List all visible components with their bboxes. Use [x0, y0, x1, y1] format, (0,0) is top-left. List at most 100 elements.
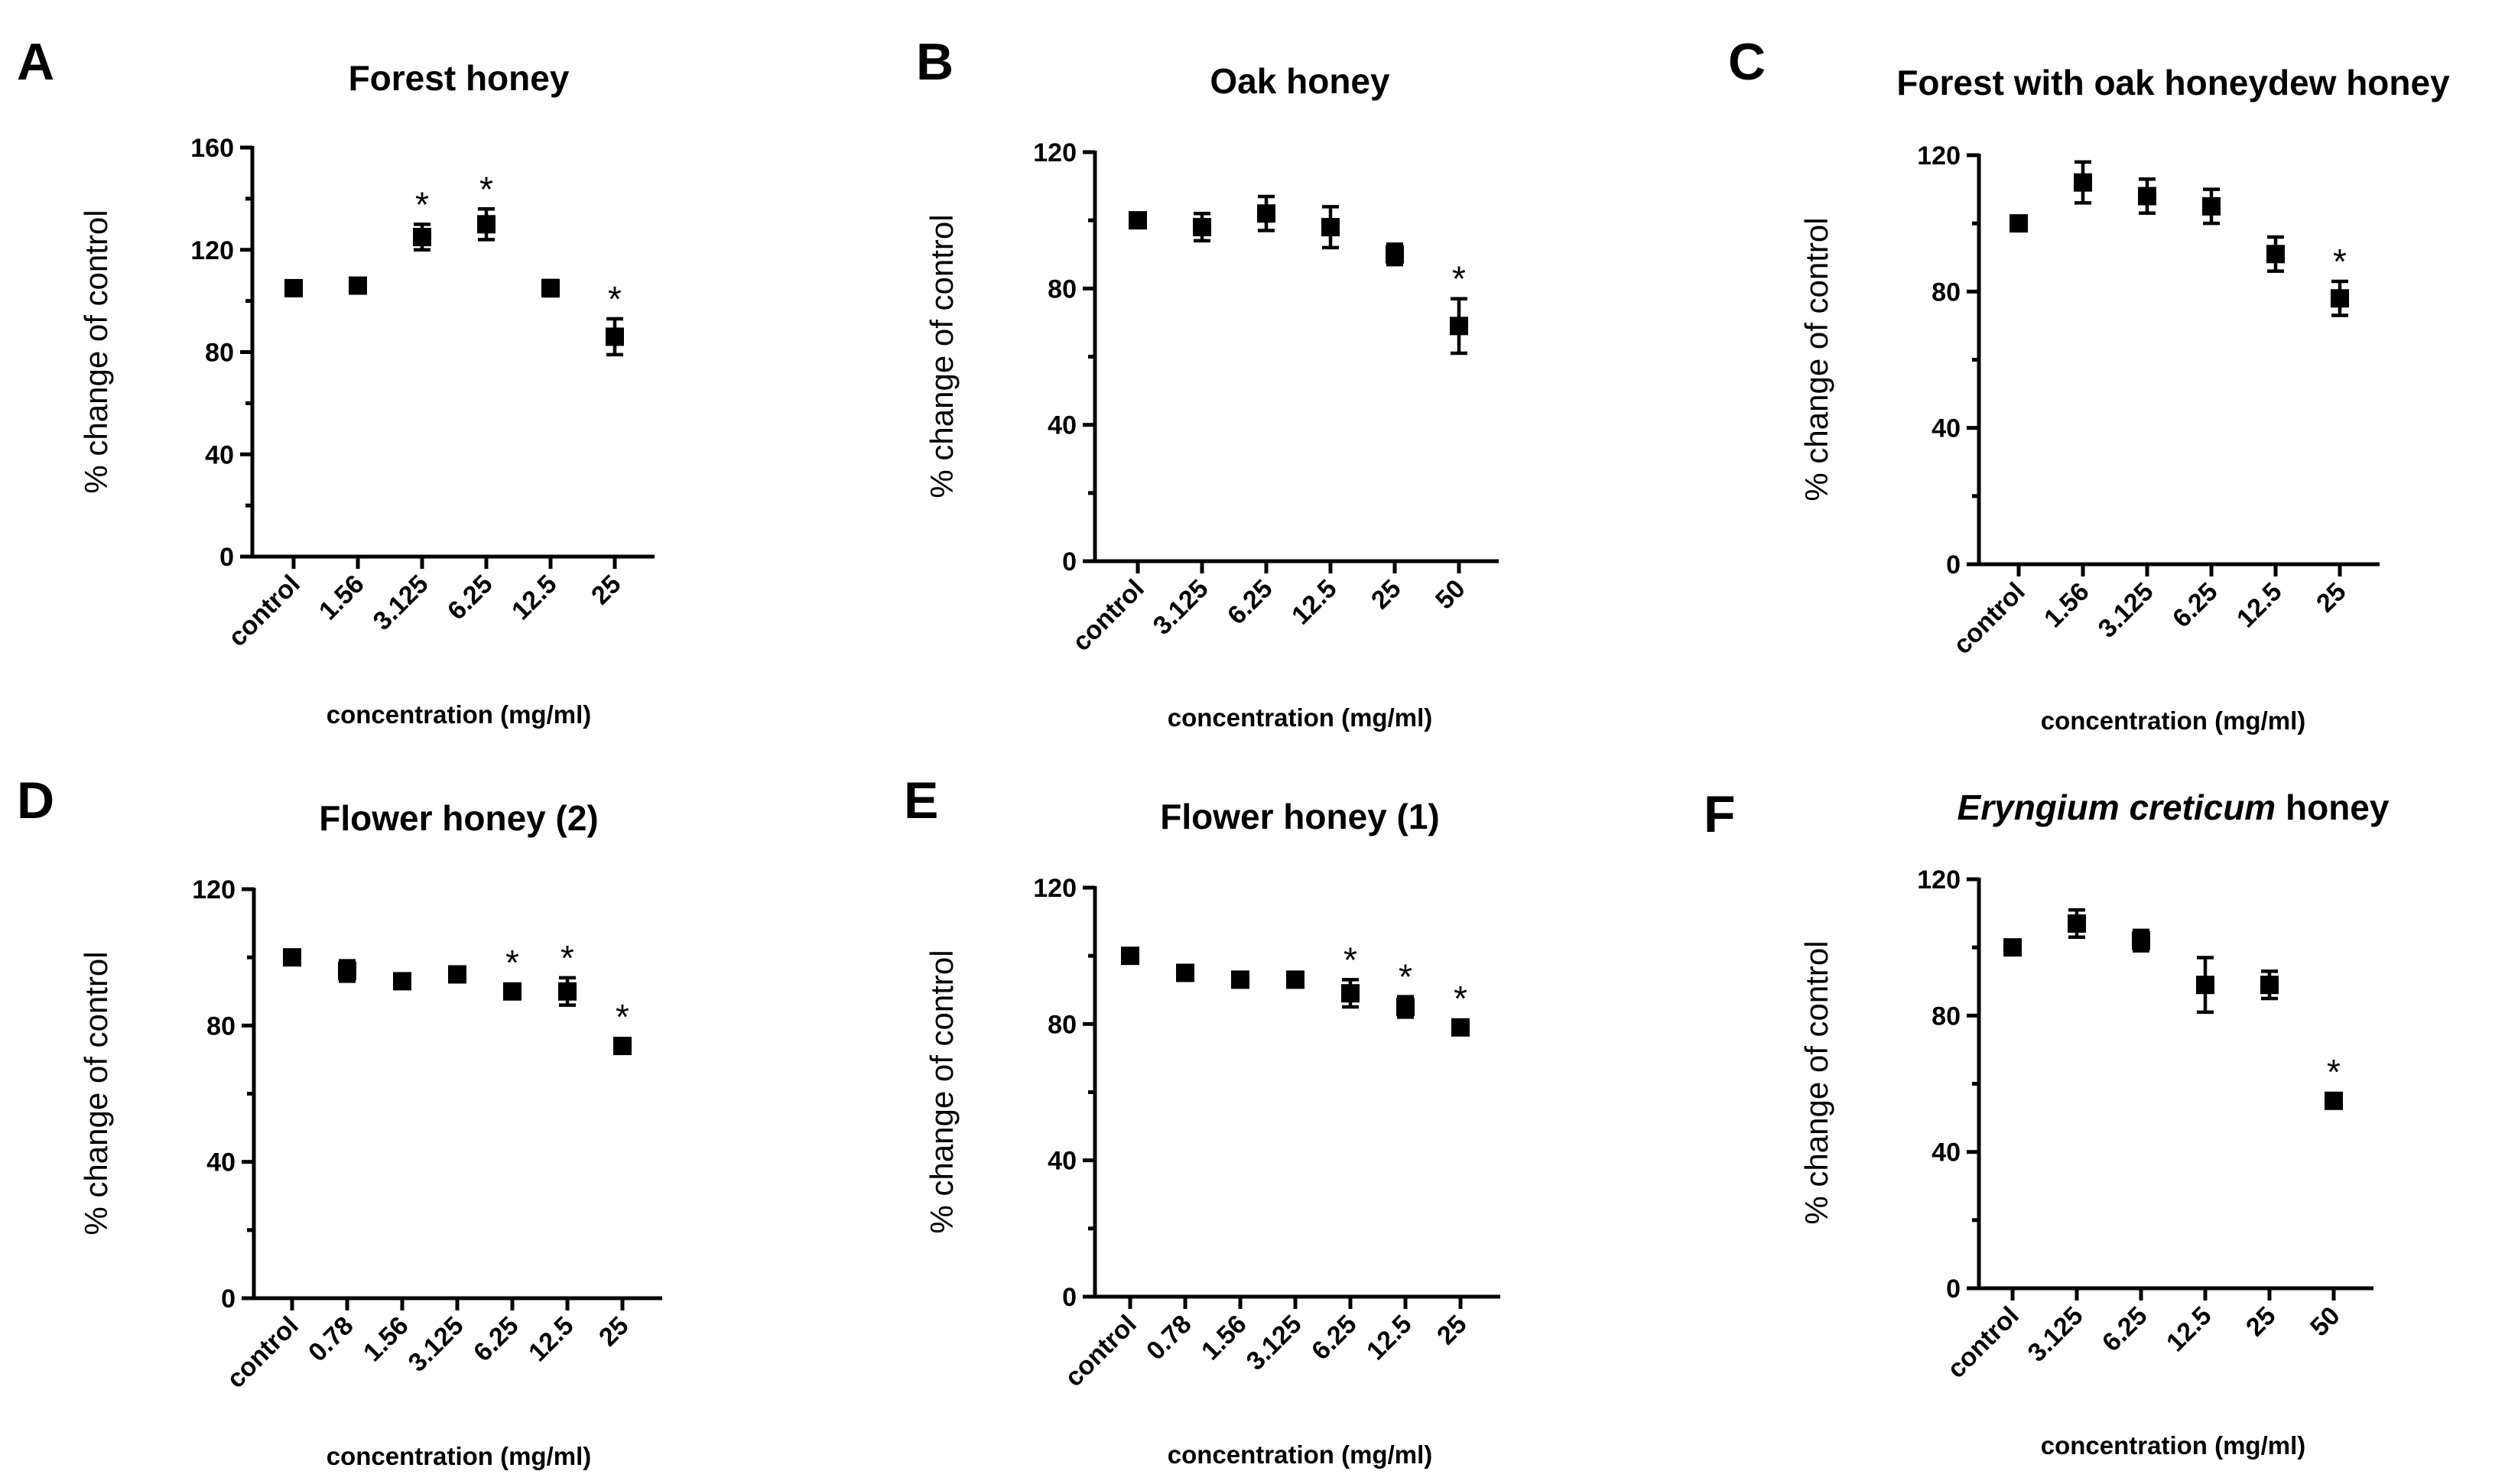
data-point — [2138, 187, 2156, 206]
y-tick-label: 120 — [1917, 141, 1961, 170]
panel-letter: D — [17, 771, 54, 830]
data-point — [477, 215, 495, 234]
x-tick-label: 12.5 — [506, 570, 563, 626]
data-point — [2074, 173, 2092, 192]
y-tick-label: 80 — [1048, 1010, 1077, 1039]
x-tick-label: 12.5 — [1361, 1310, 1418, 1366]
data-point — [1176, 963, 1194, 982]
y-tick-label: 120 — [1033, 874, 1077, 903]
chart-title: Forest with oak honeydew honey — [1896, 63, 2450, 102]
x-tick-label: 3.125 — [368, 570, 434, 636]
data-point — [1450, 317, 1468, 336]
x-tick-label: 12.5 — [2161, 1301, 2217, 1358]
y-tick-label: 40 — [1048, 411, 1077, 440]
y-axis-title: % change of control — [924, 950, 960, 1233]
data-point — [283, 948, 301, 967]
y-tick-label: 40 — [205, 440, 234, 469]
significance-marker: * — [608, 279, 622, 319]
data-point — [541, 278, 560, 297]
significance-marker: * — [1343, 940, 1357, 979]
x-tick-label: 50 — [1430, 574, 1471, 615]
y-tick-label: 80 — [1932, 278, 1961, 307]
y-tick-label: 80 — [205, 339, 234, 368]
y-tick-label: 80 — [206, 1012, 236, 1041]
data-point — [1321, 218, 1340, 237]
chart-panel-b: B Oak honey 0 40 80 120 % change of control con… — [916, 33, 1499, 732]
x-tick-label: control — [1948, 577, 2030, 660]
x-tick-label: 6.25 — [1306, 1310, 1363, 1366]
data-point — [2132, 931, 2150, 950]
significance-marker: * — [415, 184, 429, 224]
data-point — [1396, 998, 1415, 1017]
y-axis-title: % change of control — [1798, 940, 1834, 1224]
x-tick-label: 1.56 — [314, 570, 370, 626]
x-tick-label: 50 — [2305, 1301, 2346, 1343]
data-point — [2202, 196, 2221, 216]
x-axis-title: concentration (mg/ml) — [327, 700, 592, 729]
x-tick-label: 25 — [1366, 574, 1407, 615]
panel-letter: C — [1728, 33, 1766, 91]
y-tick-label: 40 — [1932, 1138, 1961, 1167]
x-tick-label: 25 — [1431, 1310, 1473, 1351]
y-tick-label: 160 — [190, 134, 234, 163]
panel-letter: B — [916, 33, 954, 91]
y-tick-label: 120 — [1033, 138, 1077, 167]
chart-title: Eryngium creticum honey — [1958, 787, 2390, 827]
significance-marker: * — [2333, 242, 2347, 281]
y-tick-label: 120 — [192, 875, 236, 904]
significance-marker: * — [479, 169, 493, 209]
x-tick-label: 3.125 — [1241, 1310, 1308, 1376]
x-axis-title: concentration (mg/ml) — [2041, 706, 2306, 735]
x-axis-title: concentration (mg/ml) — [1168, 703, 1433, 732]
significance-marker: * — [2327, 1052, 2341, 1092]
chart-panel-c: C Forest with oak honeydew honey 0 40 80 120%… — [1728, 33, 2450, 735]
x-tick-label: control — [223, 570, 305, 652]
x-tick-label: 6.25 — [1222, 574, 1278, 631]
data-point — [2003, 938, 2022, 957]
significance-marker: * — [505, 943, 519, 982]
chart-panel-a: A Forest honey 0 40 80 120 160 % change of cont… — [17, 33, 655, 729]
x-axis-title: concentration (mg/ml) — [1168, 1440, 1433, 1469]
x-tick-label: 25 — [2311, 577, 2352, 619]
y-tick-label: 0 — [1062, 547, 1077, 576]
data-point — [1341, 984, 1360, 1003]
x-tick-label: 1.56 — [2039, 577, 2095, 634]
x-tick-label: 6.25 — [2167, 577, 2224, 634]
data-point — [1193, 218, 1211, 237]
chart-title: Flower honey (1) — [1160, 797, 1439, 836]
significance-marker: * — [1454, 979, 1467, 1018]
x-tick-label: 25 — [2240, 1301, 2282, 1343]
x-tick-label: 6.25 — [468, 1311, 525, 1368]
x-tick-label: 6.25 — [2097, 1301, 2153, 1358]
chart-panel-f: F Eryngium creticum honey 0 40 80 120 % change… — [1704, 785, 2390, 1460]
x-tick-label: 6.25 — [442, 570, 499, 626]
data-point — [2196, 976, 2214, 995]
y-tick-label: 80 — [1932, 1002, 1961, 1031]
x-tick-label: 3.125 — [2093, 577, 2159, 644]
data-point — [448, 965, 466, 984]
data-point — [1231, 970, 1249, 989]
y-axis-title: % change of control — [78, 951, 114, 1235]
y-tick-label: 120 — [1917, 865, 1961, 895]
data-point — [503, 982, 521, 1001]
y-tick-label: 0 — [1946, 1275, 1961, 1304]
panel-letter: A — [17, 33, 54, 91]
data-point — [2331, 289, 2349, 308]
x-tick-label: 25 — [593, 1311, 635, 1352]
y-tick-label: 40 — [206, 1148, 236, 1177]
y-axis-title: % change of control — [1798, 217, 1834, 501]
y-tick-label: 0 — [1062, 1283, 1077, 1312]
chart-panel-d: D Flower honey (2) 0 40 80 120 % change of con… — [17, 771, 662, 1470]
data-point — [2010, 214, 2028, 233]
y-tick-label: 120 — [190, 236, 234, 265]
y-tick-label: 0 — [221, 1284, 236, 1314]
y-tick-label: 40 — [1048, 1147, 1077, 1176]
data-point — [613, 1037, 632, 1056]
x-tick-label: 3.125 — [403, 1311, 469, 1378]
x-tick-label: control — [1941, 1301, 2024, 1384]
significance-marker: * — [616, 997, 629, 1037]
data-point — [1451, 1018, 1470, 1037]
data-point — [1286, 970, 1304, 989]
significance-marker: * — [1399, 957, 1412, 997]
